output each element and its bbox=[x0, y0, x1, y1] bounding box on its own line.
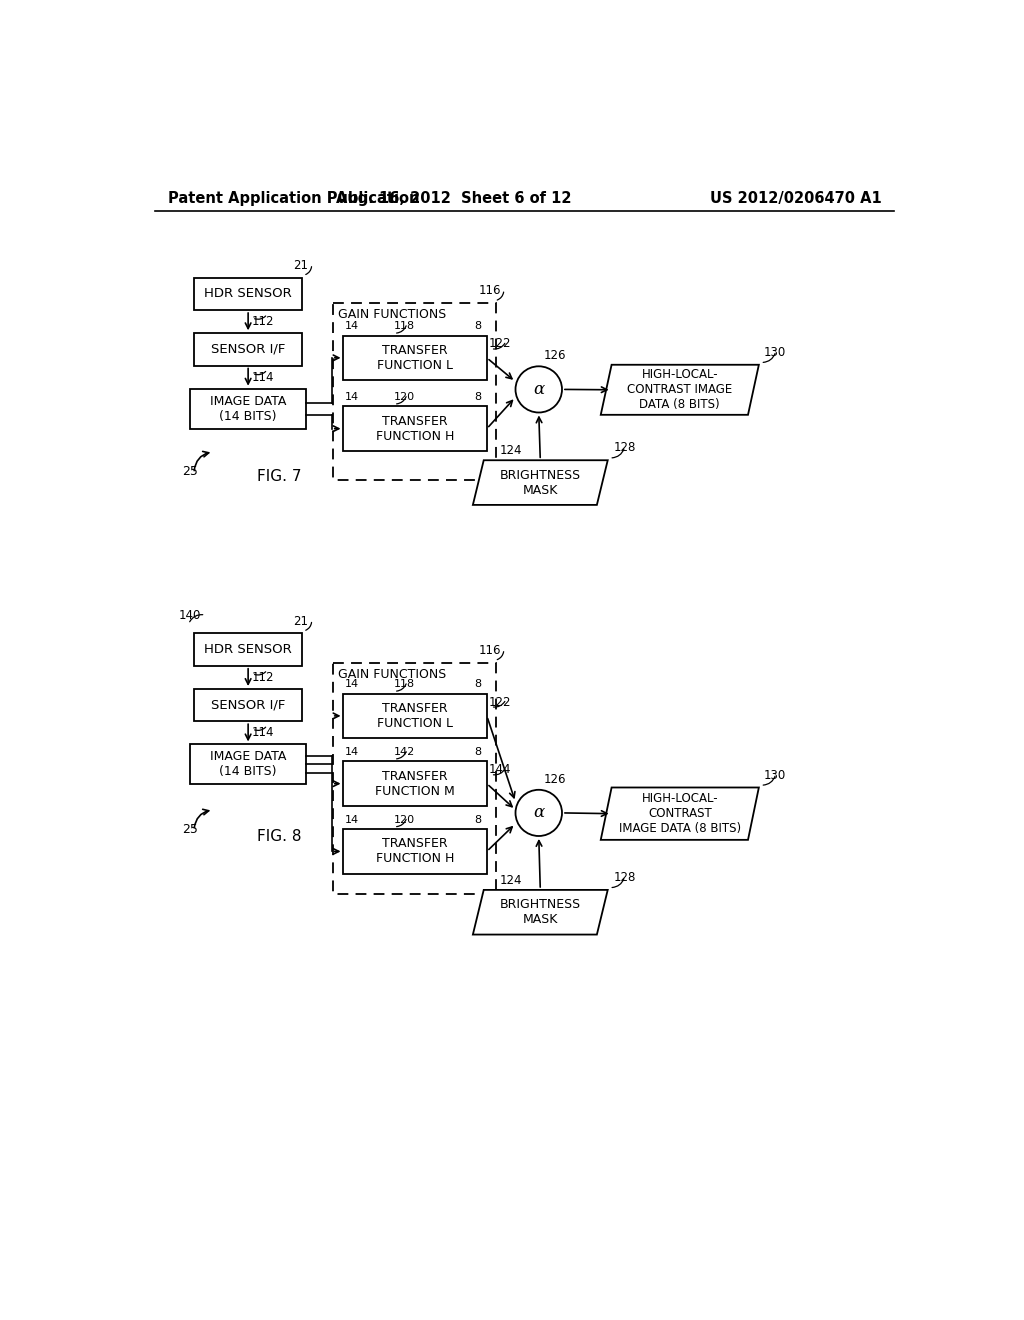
Text: 112: 112 bbox=[252, 315, 274, 329]
Text: TRANSFER
FUNCTION L: TRANSFER FUNCTION L bbox=[377, 702, 454, 730]
Text: α: α bbox=[534, 804, 545, 821]
Text: 14: 14 bbox=[345, 321, 359, 331]
FancyBboxPatch shape bbox=[343, 693, 486, 738]
Polygon shape bbox=[601, 788, 759, 840]
Text: 116: 116 bbox=[479, 284, 502, 297]
Text: 130: 130 bbox=[764, 768, 785, 781]
Text: 25: 25 bbox=[182, 822, 198, 836]
Text: 140: 140 bbox=[178, 609, 201, 622]
Text: SENSOR I/F: SENSOR I/F bbox=[211, 698, 286, 711]
FancyBboxPatch shape bbox=[343, 829, 486, 874]
Text: BRIGHTNESS
MASK: BRIGHTNESS MASK bbox=[500, 898, 581, 927]
Text: GAIN FUNCTIONS: GAIN FUNCTIONS bbox=[338, 668, 446, 681]
Text: 25: 25 bbox=[182, 465, 198, 478]
Text: 116: 116 bbox=[479, 644, 502, 657]
Text: 126: 126 bbox=[544, 772, 566, 785]
Text: 14: 14 bbox=[345, 814, 359, 825]
Text: 21: 21 bbox=[293, 259, 308, 272]
Text: 126: 126 bbox=[544, 348, 566, 362]
FancyBboxPatch shape bbox=[194, 277, 302, 310]
Text: HIGH-LOCAL-
CONTRAST
IMAGE DATA (8 BITS): HIGH-LOCAL- CONTRAST IMAGE DATA (8 BITS) bbox=[618, 792, 740, 836]
FancyBboxPatch shape bbox=[194, 634, 302, 665]
Polygon shape bbox=[473, 890, 607, 935]
Text: α: α bbox=[534, 381, 545, 397]
Text: HIGH-LOCAL-
CONTRAST IMAGE
DATA (8 BITS): HIGH-LOCAL- CONTRAST IMAGE DATA (8 BITS) bbox=[627, 368, 732, 412]
Text: US 2012/0206470 A1: US 2012/0206470 A1 bbox=[710, 191, 882, 206]
FancyBboxPatch shape bbox=[194, 333, 302, 366]
Text: TRANSFER
FUNCTION H: TRANSFER FUNCTION H bbox=[376, 837, 455, 866]
Text: 122: 122 bbox=[489, 338, 512, 351]
Text: 112: 112 bbox=[252, 671, 274, 684]
Text: IMAGE DATA
(14 BITS): IMAGE DATA (14 BITS) bbox=[210, 750, 287, 779]
FancyBboxPatch shape bbox=[194, 689, 302, 721]
FancyBboxPatch shape bbox=[343, 335, 486, 380]
Text: 124: 124 bbox=[500, 874, 522, 887]
FancyBboxPatch shape bbox=[190, 744, 306, 784]
Text: 8: 8 bbox=[474, 814, 481, 825]
Circle shape bbox=[515, 789, 562, 836]
Text: 120: 120 bbox=[394, 814, 415, 825]
Text: 118: 118 bbox=[394, 321, 415, 331]
Text: 8: 8 bbox=[474, 321, 481, 331]
Text: FIG. 7: FIG. 7 bbox=[257, 469, 301, 484]
FancyBboxPatch shape bbox=[343, 762, 486, 807]
Text: 8: 8 bbox=[474, 747, 481, 758]
FancyBboxPatch shape bbox=[334, 304, 496, 480]
Polygon shape bbox=[601, 364, 759, 414]
Text: 142: 142 bbox=[394, 747, 415, 758]
Text: FIG. 8: FIG. 8 bbox=[257, 829, 301, 845]
Text: 128: 128 bbox=[614, 441, 636, 454]
FancyBboxPatch shape bbox=[343, 407, 486, 451]
Text: 130: 130 bbox=[764, 346, 785, 359]
Text: TRANSFER
FUNCTION H: TRANSFER FUNCTION H bbox=[376, 414, 455, 442]
Text: Aug. 16, 2012  Sheet 6 of 12: Aug. 16, 2012 Sheet 6 of 12 bbox=[336, 191, 571, 206]
Text: 14: 14 bbox=[345, 747, 359, 758]
Text: 114: 114 bbox=[252, 371, 274, 384]
Text: 122: 122 bbox=[489, 696, 512, 709]
Text: IMAGE DATA
(14 BITS): IMAGE DATA (14 BITS) bbox=[210, 395, 287, 422]
Text: GAIN FUNCTIONS: GAIN FUNCTIONS bbox=[338, 308, 446, 321]
Text: 14: 14 bbox=[345, 392, 359, 403]
Text: 21: 21 bbox=[293, 615, 308, 628]
FancyBboxPatch shape bbox=[334, 663, 496, 894]
Text: 120: 120 bbox=[394, 392, 415, 403]
Circle shape bbox=[515, 367, 562, 413]
Text: 8: 8 bbox=[474, 392, 481, 403]
Text: 144: 144 bbox=[489, 763, 512, 776]
Text: TRANSFER
FUNCTION L: TRANSFER FUNCTION L bbox=[377, 343, 454, 372]
Text: Patent Application Publication: Patent Application Publication bbox=[168, 191, 420, 206]
Text: 124: 124 bbox=[500, 445, 522, 458]
Text: HDR SENSOR: HDR SENSOR bbox=[204, 643, 292, 656]
Text: TRANSFER
FUNCTION M: TRANSFER FUNCTION M bbox=[375, 770, 455, 797]
Text: BRIGHTNESS
MASK: BRIGHTNESS MASK bbox=[500, 469, 581, 496]
Polygon shape bbox=[473, 461, 607, 506]
Text: 118: 118 bbox=[394, 680, 415, 689]
Text: HDR SENSOR: HDR SENSOR bbox=[204, 288, 292, 301]
Text: 14: 14 bbox=[345, 680, 359, 689]
FancyBboxPatch shape bbox=[190, 388, 306, 429]
Text: 114: 114 bbox=[252, 726, 274, 739]
Text: 128: 128 bbox=[614, 871, 636, 884]
Text: 8: 8 bbox=[474, 680, 481, 689]
Text: SENSOR I/F: SENSOR I/F bbox=[211, 343, 286, 356]
